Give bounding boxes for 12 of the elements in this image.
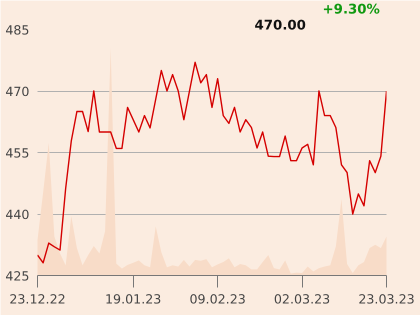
x-tick-label: 02.03.23: [274, 292, 330, 306]
x-tick-label: 23.03.23: [358, 292, 415, 306]
y-tick-label: 455: [5, 146, 30, 160]
x-tick-label: 19.01.23: [105, 292, 162, 306]
x-tick-label: 09.02.23: [189, 292, 246, 306]
text: +9.30%: [322, 2, 380, 18]
y-tick-label: 485: [5, 22, 30, 38]
y-tick-label: 470: [5, 84, 30, 99]
y-tick-label: 425: [5, 268, 30, 284]
x-tick-label: 23.12.22: [9, 292, 66, 306]
annotation: 470.00: [254, 18, 306, 34]
y-tick-label: 440: [5, 207, 30, 222]
